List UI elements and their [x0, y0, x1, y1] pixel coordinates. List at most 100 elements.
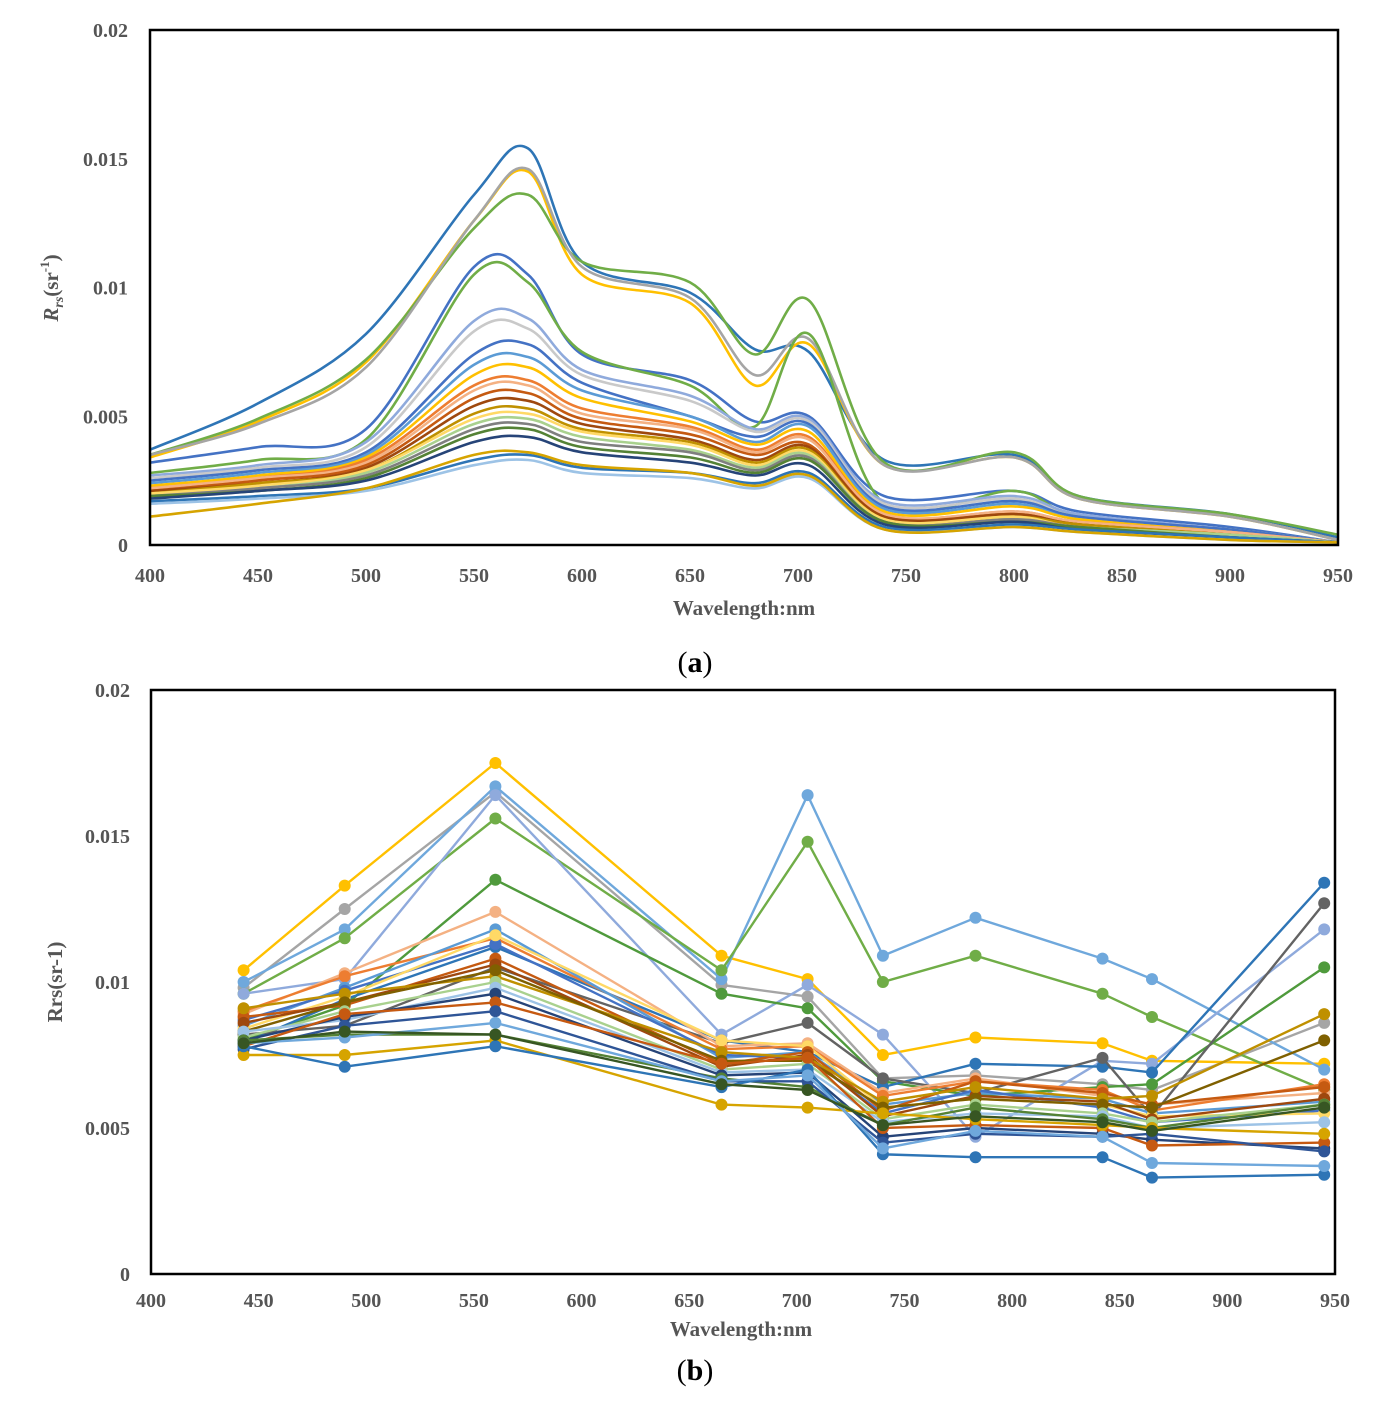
chart-b-series-line	[243, 785, 1325, 1071]
chart-b-x-tick-label: 600	[567, 1290, 597, 1312]
chart-b-x-tick-label: 900	[1212, 1290, 1242, 1312]
chart-b-data-point	[489, 757, 502, 769]
chart-b-data-point	[1096, 1116, 1109, 1129]
chart-b-data-point	[237, 1025, 250, 1038]
chart-b-data-point	[876, 1119, 889, 1132]
chart-a-x-tick-label: 400	[135, 565, 165, 587]
chart-b-data-point	[1318, 1101, 1331, 1114]
chart-b-x-tick-label: 450	[244, 1290, 274, 1312]
chart-b-data-point	[338, 970, 351, 983]
chart-b-x-tick-label: 850	[1105, 1290, 1135, 1312]
chart-b-data-point	[1146, 1157, 1158, 1169]
chart-b-data-point	[876, 1028, 889, 1041]
chart-b-data-point	[801, 1016, 814, 1029]
chart-b-data-point	[338, 1060, 351, 1073]
chart-a-series-line	[149, 339, 1339, 544]
chart-b-data-point	[489, 1028, 502, 1041]
chart-b-data-point	[715, 1034, 728, 1047]
chart-b-data-point	[801, 789, 814, 802]
chart-b-series-line	[243, 793, 1325, 1139]
chart-b-data-point	[237, 987, 250, 1000]
chart-a-x-tick-label: 600	[567, 565, 597, 587]
chart-b-data-point	[1146, 1171, 1158, 1184]
chart-b-caption-letter: b	[687, 1354, 704, 1387]
chart-a-y-tick-label: 0.005	[83, 406, 128, 428]
chart-b-data-point	[338, 1008, 351, 1021]
chart-b-data-point	[338, 932, 351, 945]
chart-b-data-point	[489, 929, 502, 942]
chart-b-data-point	[1096, 1130, 1109, 1143]
chart-a-x-tick-label: 800	[999, 565, 1029, 587]
chart-b-data-point	[237, 964, 250, 977]
chart-a-series-line	[149, 166, 1339, 542]
chart-b-data-point	[801, 1051, 814, 1064]
chart-b-data-point	[1096, 1051, 1109, 1064]
chart-b-data-point	[338, 996, 351, 1009]
chart-b-data-point	[489, 1016, 502, 1029]
chart-a-x-tick-label: 700	[783, 565, 813, 587]
chart-b-data-point	[876, 976, 889, 988]
chart-a-x-tick-label: 500	[351, 565, 381, 587]
chart-b-data-point	[876, 1072, 889, 1085]
chart-b-data-point	[801, 1101, 814, 1114]
chart-b-data-point	[1318, 961, 1331, 974]
chart-b-data-point	[969, 1081, 982, 1094]
chart-b-data-point	[715, 949, 728, 962]
chart-b-data-point	[489, 964, 502, 977]
chart-b-data-point	[237, 1016, 250, 1029]
chart-a-series-line	[149, 362, 1339, 544]
chart-b-x-tick-label: 700	[782, 1290, 812, 1312]
chart-b-data-point	[1096, 1151, 1109, 1164]
chart-a-y-tick-label: 0.01	[93, 278, 128, 300]
chart-b-data-point	[1318, 1168, 1331, 1181]
chart-b-series-line	[243, 986, 1325, 1130]
chart-b-series-line	[243, 937, 1325, 1112]
chart-b-data-point	[338, 1025, 351, 1038]
chart-a-plot-frame	[148, 28, 1340, 547]
chart-a-caption: (a)	[678, 646, 713, 679]
chart-b-data-point	[715, 1098, 728, 1111]
chart-a-series-line	[149, 307, 1339, 544]
chart-b-series-line	[243, 881, 1326, 1089]
chart-b-data-point	[876, 1107, 889, 1120]
chart-b-x-tick-label: 550	[459, 1290, 489, 1312]
chart-b-y-tick-label: 0	[120, 1264, 130, 1286]
chart-b-x-tick-label: 650	[674, 1290, 704, 1312]
chart-a-x-tick-label: 650	[675, 565, 705, 587]
chart-b-data-point	[1096, 1098, 1109, 1111]
chart-b-y-axis-label: Rrs(sr-1)	[43, 942, 67, 1023]
chart-b-data-point	[715, 1046, 728, 1059]
chart-b-series-line	[243, 1033, 1325, 1130]
chart-b-series-line	[243, 817, 1325, 1092]
chart-b-data-point	[1146, 1078, 1158, 1091]
chart-b-data-point	[876, 1049, 889, 1061]
chart-b-data-point	[1146, 1101, 1158, 1114]
chart-b-data-point	[1318, 1116, 1331, 1129]
chart-b-series-line	[243, 957, 1325, 1112]
chart-b-y-tick-label: 0.015	[85, 826, 130, 848]
chart-b-plot-frame	[149, 688, 1337, 1276]
chart-b-x-tick-label: 750	[890, 1290, 920, 1312]
chart-b-data-point	[489, 996, 502, 1009]
chart-b-data-point	[801, 978, 814, 991]
chart-b-data-point	[489, 1040, 502, 1053]
chart-b-data-point	[801, 990, 814, 1003]
chart-b-series-line	[243, 963, 1325, 1121]
chart-a-y-ticks: 0 0.005 0.01 0.015 0.02	[83, 20, 128, 557]
chart-b-data-point	[489, 873, 502, 886]
chart-b-data-point	[715, 973, 728, 986]
chart-b-data-point	[1096, 1060, 1109, 1073]
chart-a-series-line	[149, 426, 1339, 544]
chart-b-data-point	[338, 1049, 351, 1061]
chart-b-series-line	[243, 1030, 1325, 1133]
chart-b-y-tick-label: 0.01	[95, 972, 130, 994]
chart-b-data-point	[1146, 1057, 1158, 1070]
chart-b-data-point	[237, 1037, 250, 1050]
chart-b-data-point	[1096, 987, 1109, 1000]
chart-b-data-point	[1318, 1145, 1331, 1158]
chart-b-data-point	[338, 987, 351, 1000]
chart-b-data-point	[1318, 876, 1331, 889]
chart-b-series-line	[242, 761, 1325, 1065]
chart-b-data-point	[1146, 973, 1158, 986]
chart-b-data-point	[489, 938, 502, 950]
